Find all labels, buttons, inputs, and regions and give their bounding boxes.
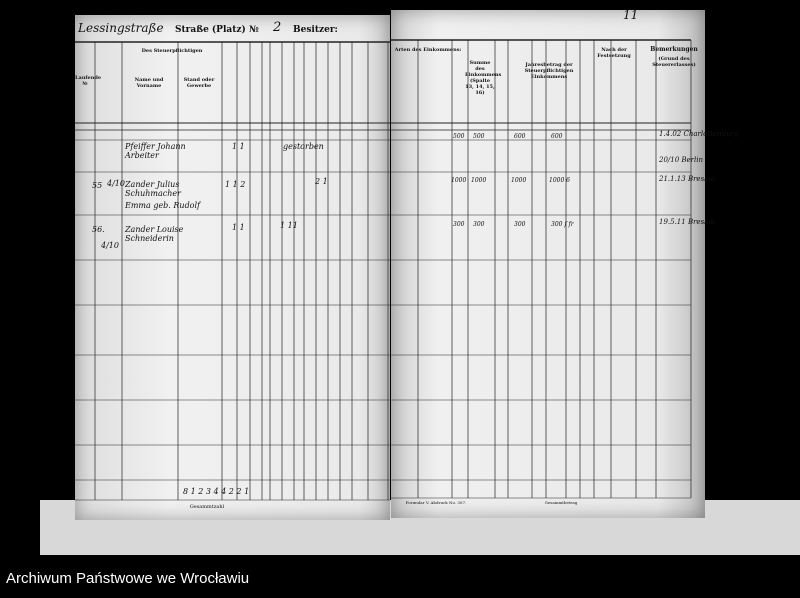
income-adjusted: 1000: [511, 177, 527, 184]
entry-no: 56.: [92, 225, 105, 234]
left-page: Lessingstraße Straße (Platz) № 2 Besitze…: [75, 15, 390, 520]
remark: 21.1.13 Breslau: [659, 175, 716, 183]
header-annual: Jahresbetrag der Steuerpflichtigen Einko…: [524, 62, 574, 80]
house-number: 2: [273, 20, 282, 35]
remark-2: 20/10 Berlin: [659, 156, 704, 164]
entry-no: 55: [92, 181, 103, 190]
income-value: 1000: [451, 177, 467, 184]
footer-counts: 8 1 2 3 4 4 2 2 1: [183, 487, 250, 496]
header-status: Stand oder Gewerbe: [183, 77, 215, 89]
right-page: 11 Arten des Einkommens: Summe des Einko…: [391, 8, 738, 518]
entry-date: 4/10: [101, 241, 119, 250]
form-footer: Formular V. Abdruck No. 307.: [405, 500, 467, 505]
entry-extra: 2 1: [315, 177, 328, 186]
entry-name-2: Emma geb. Rudolf: [125, 201, 201, 210]
footer-sum-label: Gesammtbetrag: [544, 500, 578, 505]
header-reduction: Nach der Festsetzung: [597, 47, 631, 59]
right-grid: [391, 39, 692, 499]
entry-counts: 1 1: [232, 142, 245, 151]
left-grid: [75, 41, 390, 501]
archive-watermark: Archiwum Państwowe we Wrocławiu: [6, 570, 250, 587]
income-sum: 1000: [471, 177, 487, 184]
entry-extra: 1 11: [280, 221, 298, 230]
income-sum: 500: [473, 133, 485, 140]
header-taxpayer: Des Steuerpflichtigen: [141, 48, 203, 54]
header-remarks-sub: (Grund des Steuererlasses): [652, 56, 696, 68]
income-value: 500: [453, 133, 465, 140]
header-income: Arten des Einkommens:: [394, 47, 462, 53]
income-adjusted: 600: [514, 133, 526, 140]
entry-counts: 1 1 2: [225, 180, 246, 189]
annual-amount: 300 f fr: [551, 221, 574, 228]
annual-amount: 600: [551, 133, 563, 140]
income-adjusted: 300: [514, 221, 526, 228]
annual-amount: 1000 6: [549, 177, 570, 184]
remark: 1.4.02 Charlottenburg: [659, 130, 739, 138]
entry-name: Pfeiffer Johann Arbeiter: [125, 142, 186, 160]
header-name: Name und Vorname: [134, 77, 164, 89]
footer-sum-label: Gesammtzahl: [189, 504, 225, 510]
income-value: 300: [453, 221, 465, 228]
street-label: Straße (Platz) №: [175, 25, 259, 35]
header-sum: Summe des Einkommens (Spalte 13, 14, 15,…: [465, 60, 502, 96]
income-sum: 300: [473, 221, 485, 228]
entry-date: 4/10: [107, 179, 125, 188]
entry-extra: gestorben: [283, 142, 324, 151]
header-remarks: Bemerkungen: [650, 46, 698, 53]
entry-counts: 1 1: [232, 223, 245, 232]
remark: 19.5.11 Breslau: [659, 218, 716, 226]
page-number: 11: [623, 8, 639, 22]
owner-label: Besitzer:: [293, 25, 338, 35]
entry-name: Zander Louise Schneiderin: [125, 225, 184, 243]
header-no: Laufende №: [75, 75, 102, 87]
street-handwritten: Lessingstraße: [78, 21, 164, 35]
entry-name: Zander Julius Schuhmacher: [125, 180, 181, 198]
